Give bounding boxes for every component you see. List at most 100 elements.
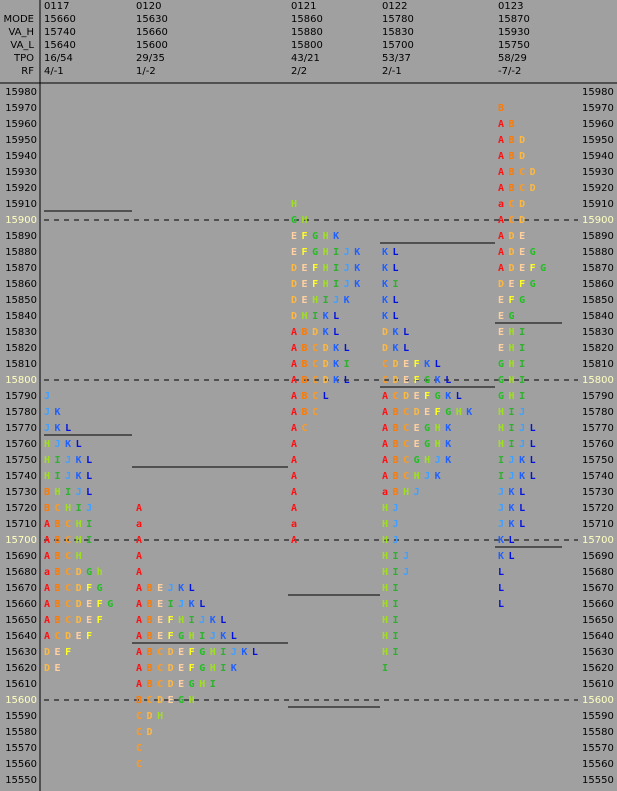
tpo-letter: H xyxy=(178,615,189,626)
price-label-right: 15750 xyxy=(582,455,614,466)
tpo-letter: L xyxy=(220,615,231,626)
tpo-letter: E xyxy=(498,311,509,322)
price-label-left: 15740 xyxy=(5,471,37,482)
tpo-letter: I xyxy=(519,359,530,370)
tpo-letter: H xyxy=(435,439,446,450)
tpo-letter: K xyxy=(55,423,66,434)
day-stat: 15830 xyxy=(382,27,414,38)
tpo-letter: K xyxy=(220,631,231,642)
tpo-letter: B xyxy=(509,183,520,194)
tpo-row: C xyxy=(136,759,147,770)
tpo-row: ABC xyxy=(291,407,323,418)
price-label-right: 15560 xyxy=(582,759,614,770)
tpo-letter: A xyxy=(498,263,509,274)
tpo-letter: K xyxy=(393,343,404,354)
tpo-letter: F xyxy=(189,663,200,674)
tpo-letter: A xyxy=(382,407,393,418)
tpo-row: DHIKL xyxy=(291,311,344,322)
tpo-letter: I xyxy=(393,551,404,562)
tpo-row: AB xyxy=(498,119,519,130)
tpo-letter: K xyxy=(354,263,365,274)
tpo-letter: B xyxy=(302,407,313,418)
day-stat: 15740 xyxy=(44,27,76,38)
tpo-letter: H xyxy=(435,423,446,434)
tpo-letter: J xyxy=(44,407,55,418)
price-label-left: 15730 xyxy=(5,487,37,498)
price-label-left: 15870 xyxy=(5,263,37,274)
price-label-right: 15720 xyxy=(582,503,614,514)
tpo-row: HIJ xyxy=(498,407,530,418)
tpo-letter: I xyxy=(519,343,530,354)
tpo-letter: K xyxy=(382,311,393,322)
tpo-letter: F xyxy=(312,263,323,274)
tpo-letter: K xyxy=(333,375,344,386)
tpo-letter: A xyxy=(136,567,147,578)
tpo-letter: D xyxy=(498,279,509,290)
tpo-letter: B xyxy=(302,375,313,386)
price-label-right: 15610 xyxy=(582,679,614,690)
price-label-left: 15670 xyxy=(5,583,37,594)
tpo-row: ADEFG xyxy=(498,263,551,274)
day-stat: 53/37 xyxy=(382,53,411,64)
day-stat: 15660 xyxy=(136,27,168,38)
tpo-letter: E xyxy=(414,391,425,402)
tpo-letter: G xyxy=(445,407,456,418)
tpo-letter: K xyxy=(178,583,189,594)
tpo-letter: C xyxy=(302,423,313,434)
tpo-letter: G xyxy=(530,279,541,290)
tpo-row: L xyxy=(498,583,509,594)
tpo-letter: I xyxy=(393,615,404,626)
tpo-letter: I xyxy=(333,263,344,274)
price-label-right: 15650 xyxy=(582,615,614,626)
tpo-letter: A xyxy=(291,391,302,402)
tpo-letter: L xyxy=(530,471,541,482)
tpo-letter: G xyxy=(178,631,189,642)
tpo-row: HIJL xyxy=(498,439,540,450)
tpo-letter: I xyxy=(168,599,179,610)
price-label-left: 15970 xyxy=(5,103,37,114)
tpo-letter: H xyxy=(44,455,55,466)
tpo-row: ACDEFGKL xyxy=(382,391,466,402)
tpo-letter: B xyxy=(147,663,158,674)
tpo-letter: H xyxy=(76,551,87,562)
tpo-letter: L xyxy=(199,599,210,610)
tpo-letter: J xyxy=(65,455,76,466)
tpo-letter: H xyxy=(382,567,393,578)
tpo-letter: B xyxy=(302,343,313,354)
tpo-letter: E xyxy=(302,295,313,306)
tpo-letter: K xyxy=(498,535,509,546)
tpo-row: L xyxy=(498,599,509,610)
tpo-letter: E xyxy=(178,647,189,658)
tpo-row: L xyxy=(498,567,509,578)
tpo-letter: I xyxy=(323,295,334,306)
tpo-row: KL xyxy=(382,295,403,306)
tpo-letter: I xyxy=(65,487,76,498)
tpo-letter: A xyxy=(291,487,302,498)
day-stat: 15880 xyxy=(291,27,323,38)
tpo-letter: C xyxy=(65,519,76,530)
tpo-letter: I xyxy=(509,407,520,418)
tpo-letter: I xyxy=(86,535,97,546)
tpo-letter: L xyxy=(509,551,520,562)
tpo-letter: A xyxy=(498,135,509,146)
tpo-letter: E xyxy=(424,407,435,418)
tpo-letter: A xyxy=(136,631,147,642)
tpo-letter: H xyxy=(199,679,210,690)
tpo-letter: A xyxy=(382,391,393,402)
tpo-letter: D xyxy=(414,407,425,418)
tpo-letter: K xyxy=(509,487,520,498)
tpo-row: EHI xyxy=(498,343,530,354)
price-label-left: 15920 xyxy=(5,183,37,194)
tpo-letter: A xyxy=(291,471,302,482)
tpo-letter: L xyxy=(86,487,97,498)
tpo-letter: J xyxy=(344,279,355,290)
tpo-letter: J xyxy=(414,487,425,498)
tpo-letter: D xyxy=(509,263,520,274)
tpo-letter: J xyxy=(65,471,76,482)
tpo-letter: B xyxy=(147,679,158,690)
tpo-letter: H xyxy=(189,631,200,642)
tpo-letter: C xyxy=(147,695,158,706)
tpo-letter: B xyxy=(393,407,404,418)
tpo-letter: H xyxy=(210,663,221,674)
price-label-left: 15910 xyxy=(5,199,37,210)
